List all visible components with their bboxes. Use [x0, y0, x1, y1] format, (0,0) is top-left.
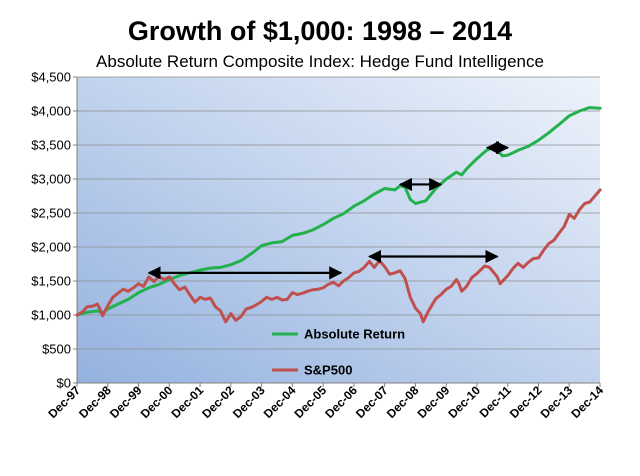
legend-label: S&P500	[304, 363, 352, 378]
x-tick-label: Dec-12	[507, 383, 545, 421]
x-tick-label: Dec-06	[322, 383, 360, 421]
x-tick-label: Dec-14	[568, 383, 606, 421]
chart-title: Growth of $1,000: 1998 – 2014	[127, 16, 513, 46]
legend: Absolute Return S&P500	[272, 327, 405, 378]
y-tick-label: $1,500	[31, 274, 71, 289]
x-tick-label: Dec-05	[292, 383, 330, 421]
x-tick-label: Dec-98	[76, 383, 114, 421]
y-axis: $0 $500 $1,000 $1,500 $2,000 $2,500 $3,000 $3,5…	[31, 70, 77, 391]
y-tick-label: $4,000	[31, 104, 71, 119]
legend-label: Absolute Return	[304, 327, 405, 342]
x-tick-label: Dec-99	[107, 383, 145, 421]
x-tick-label: Dec-00	[138, 383, 176, 421]
x-tick-label: Dec-10	[445, 383, 483, 421]
annotations	[147, 141, 510, 280]
x-tick-label: Dec-02	[199, 383, 237, 421]
x-tick-label: Dec-03	[230, 383, 268, 421]
x-axis: Dec-97Dec-98Dec-99Dec-00Dec-01Dec-02Dec-…	[45, 383, 606, 421]
x-tick-label: Dec-11	[477, 383, 514, 420]
y-tick-label: $3,500	[31, 138, 71, 153]
chart-subtitle: Absolute Return Composite Index: Hedge F…	[96, 52, 544, 71]
series-line-absolute-return	[75, 106, 602, 317]
y-tick-label: $2,000	[31, 240, 71, 255]
x-tick-label: Dec-07	[353, 383, 391, 421]
x-tick-label: Dec-09	[415, 383, 453, 421]
y-tick-label: $1,000	[31, 308, 71, 323]
y-tick-label: $3,000	[31, 172, 71, 187]
x-tick-label: Dec-08	[384, 383, 422, 421]
y-tick-label: $500	[42, 342, 71, 357]
y-tick-label: $4,500	[31, 70, 71, 85]
x-tick-label: Dec-13	[538, 383, 576, 421]
plot-area	[77, 77, 600, 383]
y-tick-label: $0	[57, 376, 71, 391]
x-tick-label: Dec-04	[261, 383, 299, 421]
x-tick-label: Dec-01	[168, 383, 206, 421]
y-tick-label: $2,500	[31, 206, 71, 221]
